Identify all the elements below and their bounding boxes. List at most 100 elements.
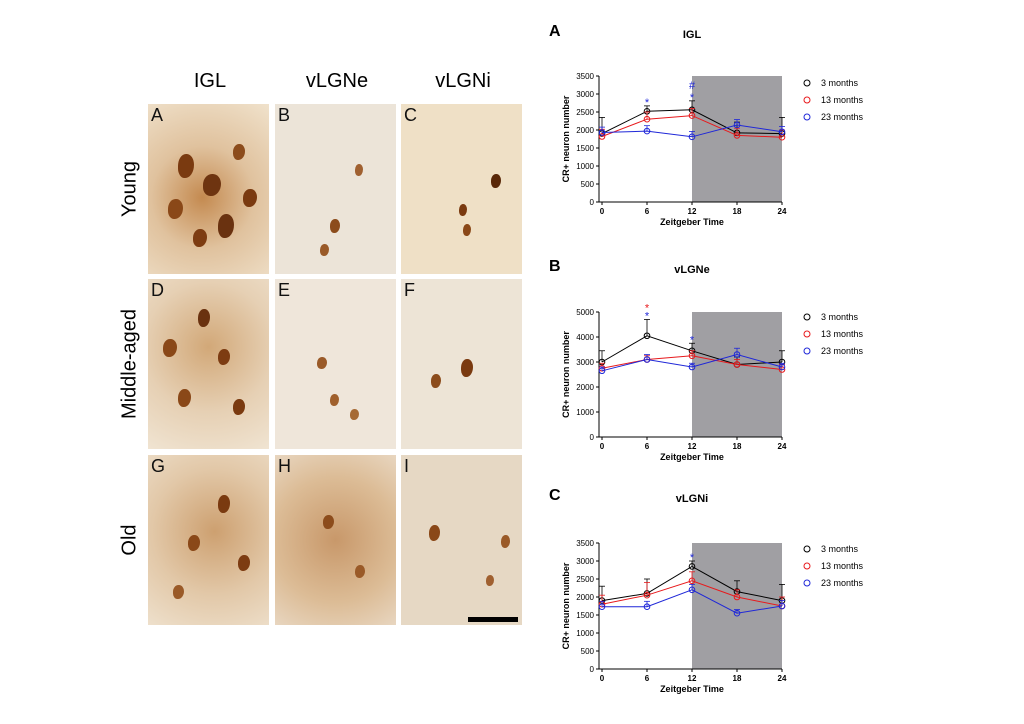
data-point: [598, 603, 606, 611]
panel-letter-e: E: [278, 280, 291, 300]
data-point: [643, 591, 651, 599]
chart-panel-letter: C: [549, 487, 561, 504]
y-tick-label: 0: [590, 433, 595, 442]
data-point: [688, 577, 696, 585]
data-point: [643, 332, 651, 340]
micrograph-vlgni-middle-aged: F: [401, 279, 522, 449]
legend-label: 13 months: [821, 561, 864, 571]
y-tick-label: 5000: [576, 308, 594, 317]
panel-letter-c: C: [404, 105, 417, 125]
significance-marker: *: [645, 303, 650, 315]
data-point: [598, 364, 606, 372]
panel-letter-a: A: [151, 105, 164, 125]
significance-marker: *: [645, 311, 650, 323]
micrograph-igl-young: A: [148, 104, 269, 274]
legend-marker: [803, 347, 811, 355]
significance-marker: *: [645, 97, 650, 109]
data-point: [733, 609, 741, 617]
data-point: [688, 112, 696, 119]
y-tick-label: 1000: [576, 162, 594, 171]
series-23-months: [598, 347, 786, 375]
micrograph-vlgne-middle-aged: E: [275, 279, 396, 449]
legend-marker: [803, 79, 811, 87]
significance-marker: #: [689, 80, 696, 92]
y-tick-label: 2000: [576, 126, 594, 135]
y-tick-label: 1000: [576, 408, 594, 417]
micrograph-vlgni-young: C: [401, 104, 522, 274]
legend-marker: [803, 313, 811, 321]
data-point: [598, 129, 606, 136]
x-tick-label: 0: [600, 442, 605, 451]
x-tick-label: 6: [645, 207, 650, 216]
data-point: [733, 132, 741, 139]
y-tick-label: 500: [581, 180, 595, 189]
data-point: [643, 603, 651, 611]
x-tick-label: 6: [645, 442, 650, 451]
dark-phase-shading: [692, 76, 782, 202]
data-point: [733, 361, 741, 368]
legend-label: 23 months: [821, 346, 864, 356]
panel-letter-d: D: [151, 280, 164, 300]
legend-label: 3 months: [821, 78, 859, 88]
y-tick-label: 0: [590, 665, 595, 674]
series-line: [601, 355, 783, 370]
data-point: [688, 133, 696, 141]
data-point: [733, 593, 741, 601]
legend-marker: [803, 96, 811, 104]
data-point: [778, 602, 786, 610]
y-tick-label: 1500: [576, 611, 594, 620]
x-tick-label: 12: [688, 442, 697, 451]
data-point: [688, 352, 696, 360]
panel-letter-g: G: [151, 456, 166, 476]
x-axis-label: Zeitgeber Time: [660, 452, 724, 462]
y-tick-label: 4000: [576, 333, 594, 342]
micrograph-igl-old: G: [148, 455, 269, 625]
dark-phase-shading: [692, 312, 782, 437]
significance-marker: *: [690, 552, 695, 564]
legend-label: 23 months: [821, 578, 864, 588]
panel-letter-h: H: [278, 456, 291, 476]
y-axis-label: CR+ neuron number: [561, 331, 571, 418]
data-point: [733, 121, 741, 129]
x-tick-label: 12: [688, 207, 697, 216]
x-tick-label: 0: [600, 207, 605, 216]
legend-marker: [803, 113, 811, 121]
data-point: [643, 127, 651, 135]
x-tick-label: 18: [733, 442, 742, 451]
series-23-months: [598, 584, 786, 617]
x-tick-label: 6: [645, 674, 650, 683]
data-point: [778, 128, 786, 136]
y-tick-label: 2500: [576, 575, 594, 584]
y-tick-label: 2500: [576, 108, 594, 117]
x-tick-label: 24: [778, 674, 787, 683]
y-tick-label: 1500: [576, 144, 594, 153]
x-tick-label: 12: [688, 674, 697, 683]
legend-label: 23 months: [821, 112, 864, 122]
chart-title: vLGNi: [676, 493, 708, 505]
legend-label: 3 months: [821, 544, 859, 554]
legend-marker: [803, 562, 811, 570]
chart-title: IGL: [683, 29, 702, 41]
x-axis-label: Zeitgeber Time: [660, 217, 724, 227]
panel-letter-i: I: [404, 456, 410, 476]
y-tick-label: 2000: [576, 593, 594, 602]
scale-bar: [468, 617, 518, 622]
significance-marker: *: [690, 334, 695, 346]
x-axis-label: Zeitgeber Time: [660, 684, 724, 694]
y-axis-label: CR+ neuron number: [561, 95, 571, 182]
data-point: [688, 363, 696, 371]
column-header-igl: IGL: [193, 70, 227, 92]
legend-label: 13 months: [821, 329, 864, 339]
y-tick-label: 2000: [576, 383, 594, 392]
y-tick-label: 1000: [576, 629, 594, 638]
data-point: [643, 115, 651, 123]
chart-vlgni: 0 500 1000 1500 2000 2500 3000 3500 0 6 12 18 24 Zeit…: [549, 487, 864, 694]
chart-igl: 0 500 1000 1500 2000 2500 3000 3500 0 6 12 18 24 Zeit…: [549, 23, 864, 227]
chart-panel-letter: B: [549, 258, 561, 275]
y-tick-label: 500: [581, 647, 595, 656]
column-header-vlgne: vLGNe: [305, 70, 369, 92]
y-tick-label: 3500: [576, 539, 594, 548]
legend-marker: [803, 579, 811, 587]
